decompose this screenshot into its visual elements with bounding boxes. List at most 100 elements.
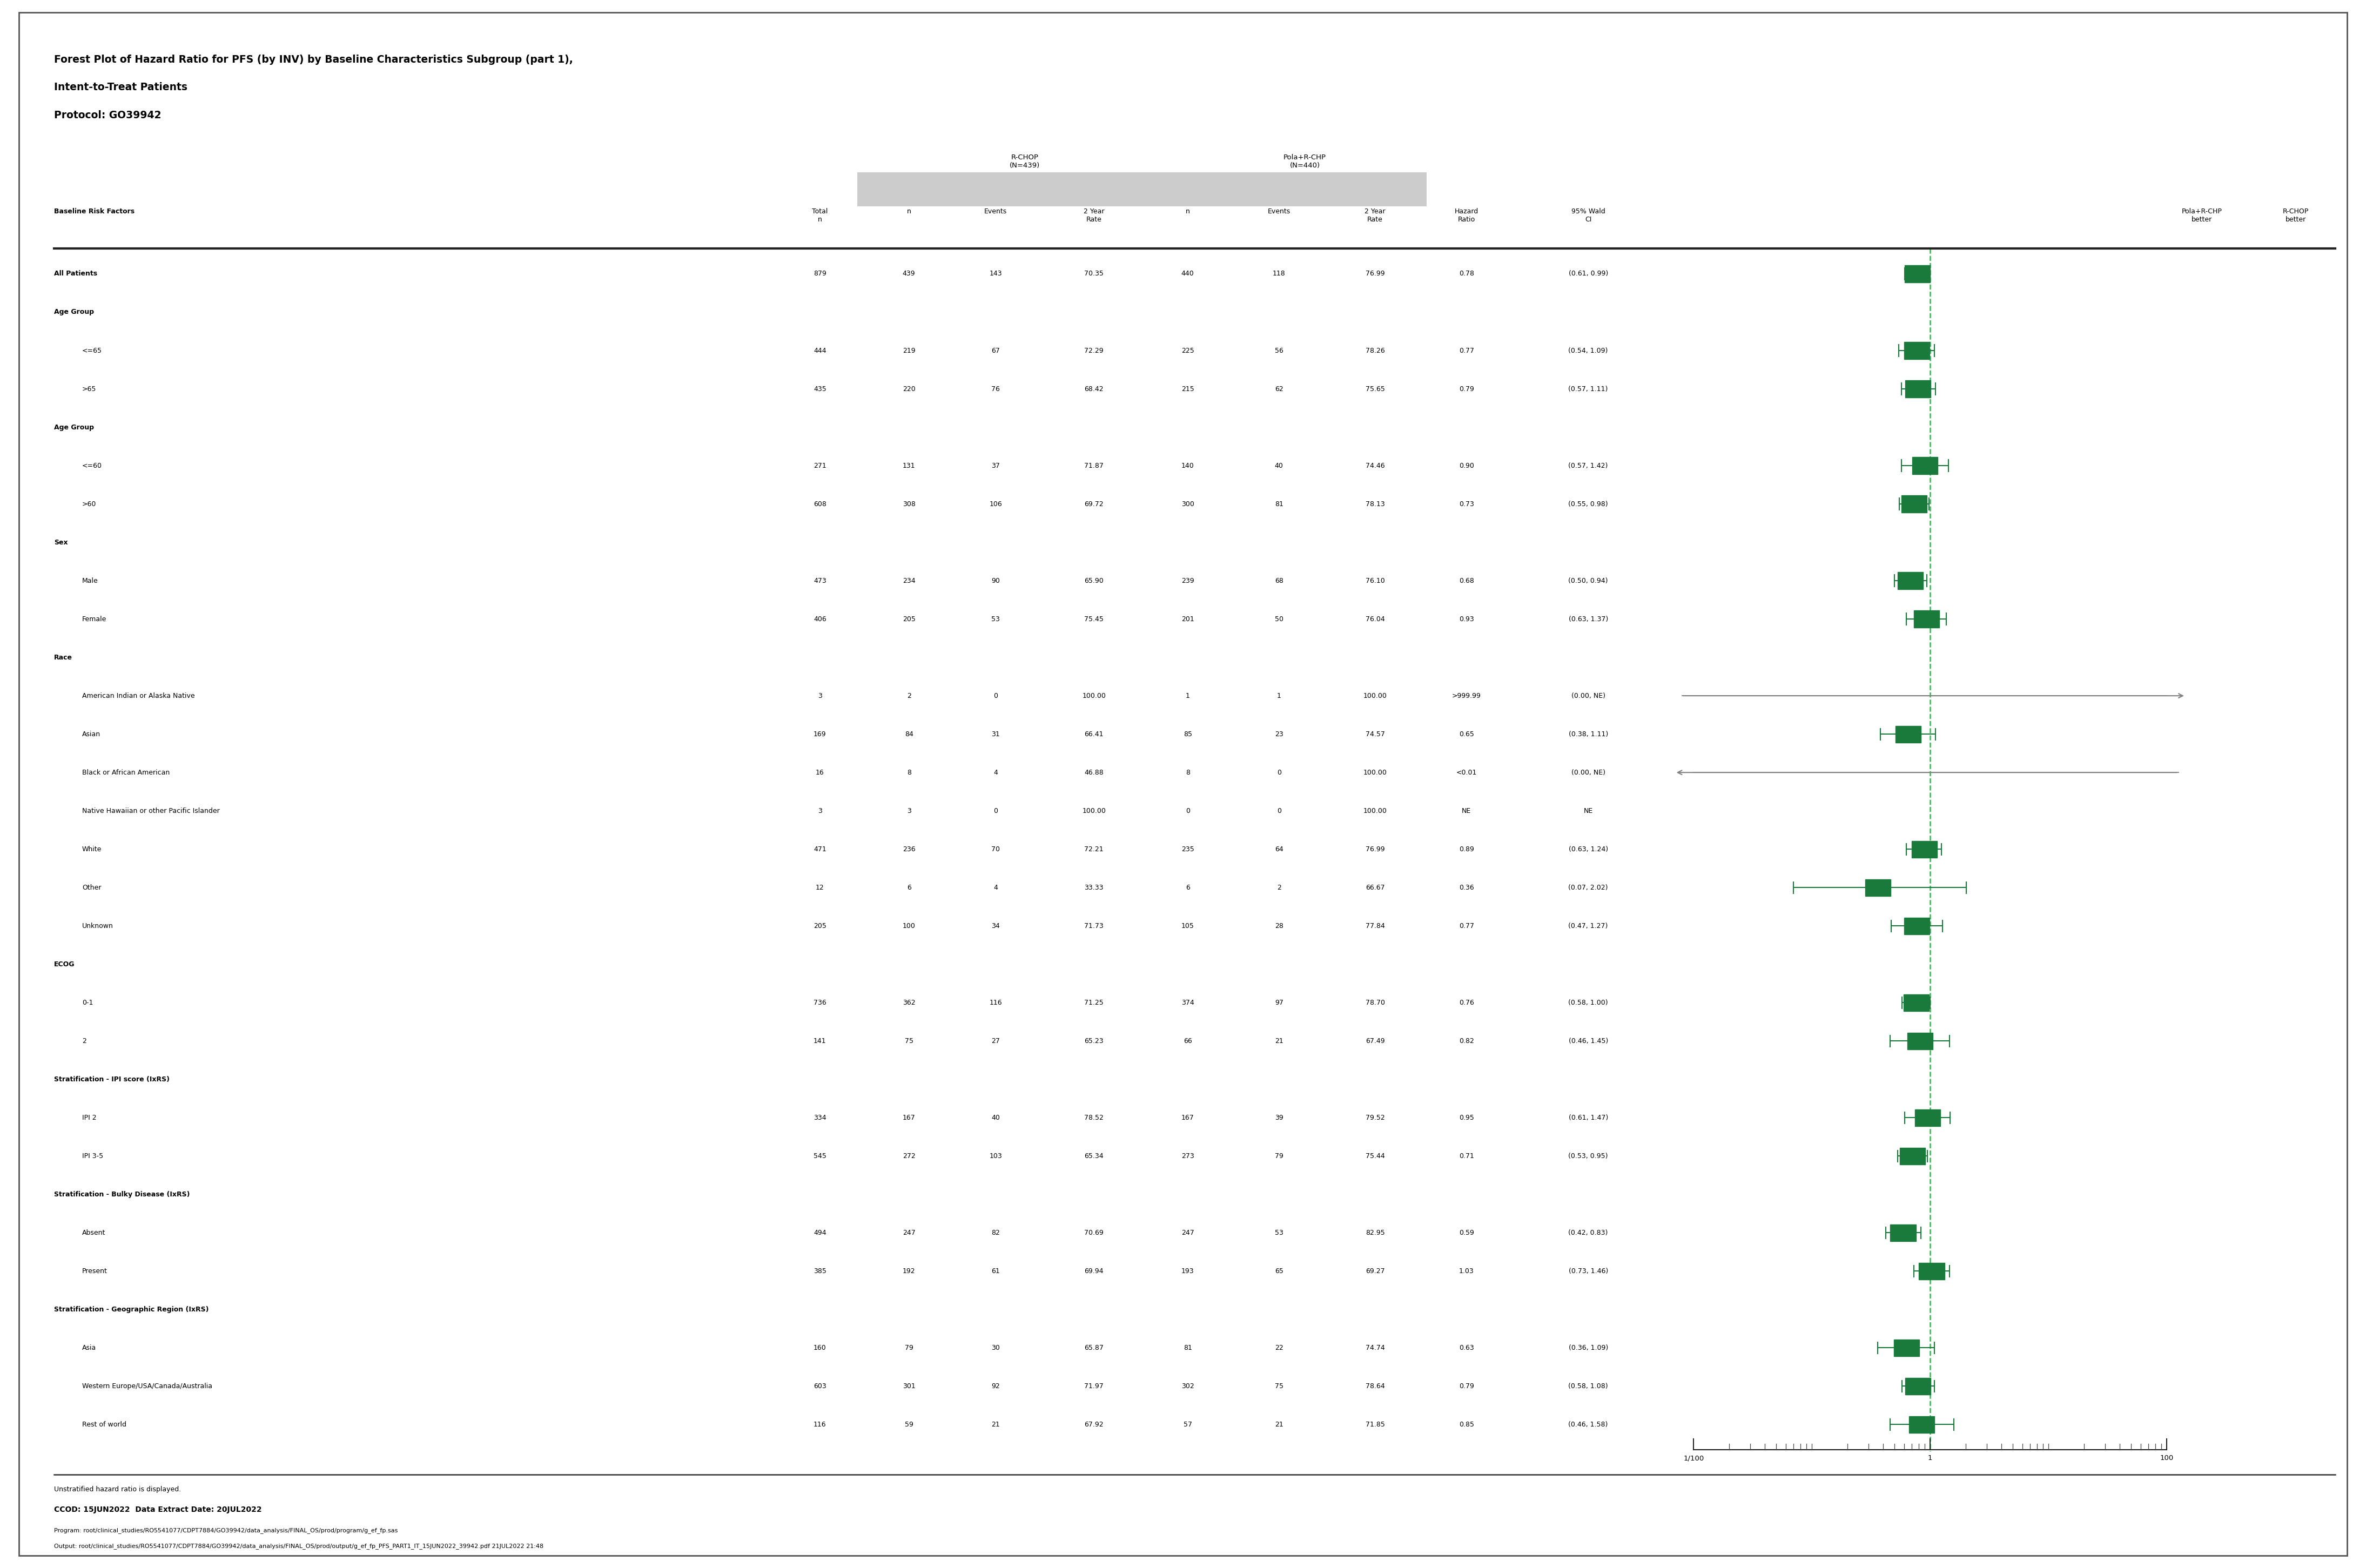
Bar — [1912, 458, 1938, 474]
Text: 81: 81 — [1275, 500, 1282, 508]
Text: 272: 272 — [901, 1152, 916, 1160]
Bar — [1905, 342, 1931, 359]
Text: 4: 4 — [994, 884, 998, 891]
Text: 2: 2 — [1278, 884, 1280, 891]
Text: NE: NE — [1462, 808, 1472, 814]
Text: 85: 85 — [1183, 731, 1192, 737]
Text: 74.74: 74.74 — [1365, 1344, 1384, 1352]
Text: 169: 169 — [814, 731, 826, 737]
Text: 236: 236 — [901, 845, 916, 853]
Bar — [1909, 1416, 1935, 1433]
Text: 234: 234 — [901, 577, 916, 585]
Text: 205: 205 — [901, 616, 916, 622]
Bar — [1864, 880, 1890, 895]
Text: (0.58, 1.00): (0.58, 1.00) — [1569, 999, 1609, 1007]
Text: Baseline Risk Factors: Baseline Risk Factors — [54, 209, 135, 215]
Text: 2: 2 — [906, 691, 911, 699]
Text: 116: 116 — [814, 1421, 826, 1428]
Text: 103: 103 — [989, 1152, 1003, 1160]
Text: 100.00: 100.00 — [1081, 808, 1105, 814]
Text: R-CHOP
better: R-CHOP better — [2283, 209, 2309, 223]
Bar — [1919, 1262, 1945, 1279]
Text: Stratification - IPI score (IxRS): Stratification - IPI score (IxRS) — [54, 1076, 170, 1083]
Text: 608: 608 — [814, 500, 826, 508]
Text: 81: 81 — [1183, 1344, 1192, 1352]
Text: 68: 68 — [1275, 577, 1282, 585]
Text: 39: 39 — [1275, 1115, 1282, 1121]
Text: 46.88: 46.88 — [1084, 768, 1103, 776]
Text: 116: 116 — [989, 999, 1001, 1007]
Text: 271: 271 — [814, 463, 826, 469]
Text: Sex: Sex — [54, 539, 69, 546]
Text: (0.00, NE): (0.00, NE) — [1571, 768, 1604, 776]
Text: 300: 300 — [1181, 500, 1195, 508]
Text: 0.63: 0.63 — [1460, 1344, 1474, 1352]
Text: 205: 205 — [814, 922, 826, 930]
Bar — [1136, 172, 1427, 207]
Text: 374: 374 — [1181, 999, 1195, 1007]
Text: 56: 56 — [1275, 347, 1282, 354]
Text: White: White — [83, 845, 102, 853]
Text: 444: 444 — [814, 347, 826, 354]
Text: 95% Wald
CI: 95% Wald CI — [1571, 209, 1604, 223]
Text: 118: 118 — [1273, 270, 1285, 278]
Text: Events: Events — [1268, 209, 1289, 215]
Bar — [1900, 1148, 1926, 1165]
Text: 160: 160 — [814, 1344, 826, 1352]
Text: 0.68: 0.68 — [1460, 577, 1474, 585]
Text: 65: 65 — [1275, 1267, 1282, 1275]
Text: 439: 439 — [901, 270, 916, 278]
Text: 22: 22 — [1275, 1344, 1282, 1352]
Text: 71.97: 71.97 — [1084, 1383, 1103, 1389]
Text: 78.13: 78.13 — [1365, 500, 1384, 508]
Text: 334: 334 — [814, 1115, 826, 1121]
Bar — [1905, 1378, 1931, 1394]
Text: (0.38, 1.11): (0.38, 1.11) — [1569, 731, 1609, 737]
Text: Western Europe/USA/Canada/Australia: Western Europe/USA/Canada/Australia — [83, 1383, 213, 1389]
Text: 71.25: 71.25 — [1084, 999, 1103, 1007]
Text: 12: 12 — [816, 884, 823, 891]
Text: 65.87: 65.87 — [1084, 1344, 1103, 1352]
Text: (0.63, 1.37): (0.63, 1.37) — [1569, 616, 1609, 622]
Text: (0.50, 0.94): (0.50, 0.94) — [1569, 577, 1609, 585]
Text: 78.52: 78.52 — [1084, 1115, 1103, 1121]
Text: 59: 59 — [904, 1421, 913, 1428]
Text: 71.73: 71.73 — [1084, 922, 1103, 930]
Text: 40: 40 — [991, 1115, 1001, 1121]
Text: Native Hawaiian or other Pacific Islander: Native Hawaiian or other Pacific Islande… — [83, 808, 220, 814]
Text: 79.52: 79.52 — [1365, 1115, 1384, 1121]
Text: 1: 1 — [1185, 691, 1190, 699]
Text: 143: 143 — [989, 270, 1001, 278]
Text: 31: 31 — [991, 731, 1001, 737]
Bar — [1914, 1109, 1940, 1126]
Bar — [1905, 917, 1931, 935]
Text: 167: 167 — [901, 1115, 916, 1121]
Text: 215: 215 — [1181, 386, 1195, 392]
Bar — [1902, 994, 1928, 1011]
Text: 37: 37 — [991, 463, 1001, 469]
Text: 65.34: 65.34 — [1084, 1152, 1103, 1160]
Text: (0.46, 1.58): (0.46, 1.58) — [1569, 1421, 1609, 1428]
Text: 273: 273 — [1181, 1152, 1195, 1160]
Bar — [1893, 1339, 1919, 1356]
Text: >65: >65 — [83, 386, 97, 392]
Text: Intent-to-Treat Patients: Intent-to-Treat Patients — [54, 83, 187, 93]
Bar — [1890, 1225, 1916, 1242]
Text: 100.00: 100.00 — [1363, 691, 1386, 699]
Text: 0.77: 0.77 — [1460, 922, 1474, 930]
Text: 435: 435 — [814, 386, 826, 392]
Text: 239: 239 — [1181, 577, 1195, 585]
Text: 68.42: 68.42 — [1084, 386, 1103, 392]
Text: 23: 23 — [1275, 731, 1282, 737]
Text: 69.27: 69.27 — [1365, 1267, 1384, 1275]
Text: 3: 3 — [906, 808, 911, 814]
Text: 603: 603 — [814, 1383, 826, 1389]
Text: 736: 736 — [814, 999, 826, 1007]
Text: 84: 84 — [904, 731, 913, 737]
Text: Age Group: Age Group — [54, 309, 95, 315]
Text: 1: 1 — [1278, 691, 1280, 699]
Text: 72.29: 72.29 — [1084, 347, 1103, 354]
Text: 225: 225 — [1181, 347, 1195, 354]
Text: 65.90: 65.90 — [1084, 577, 1103, 585]
Text: 406: 406 — [814, 616, 826, 622]
